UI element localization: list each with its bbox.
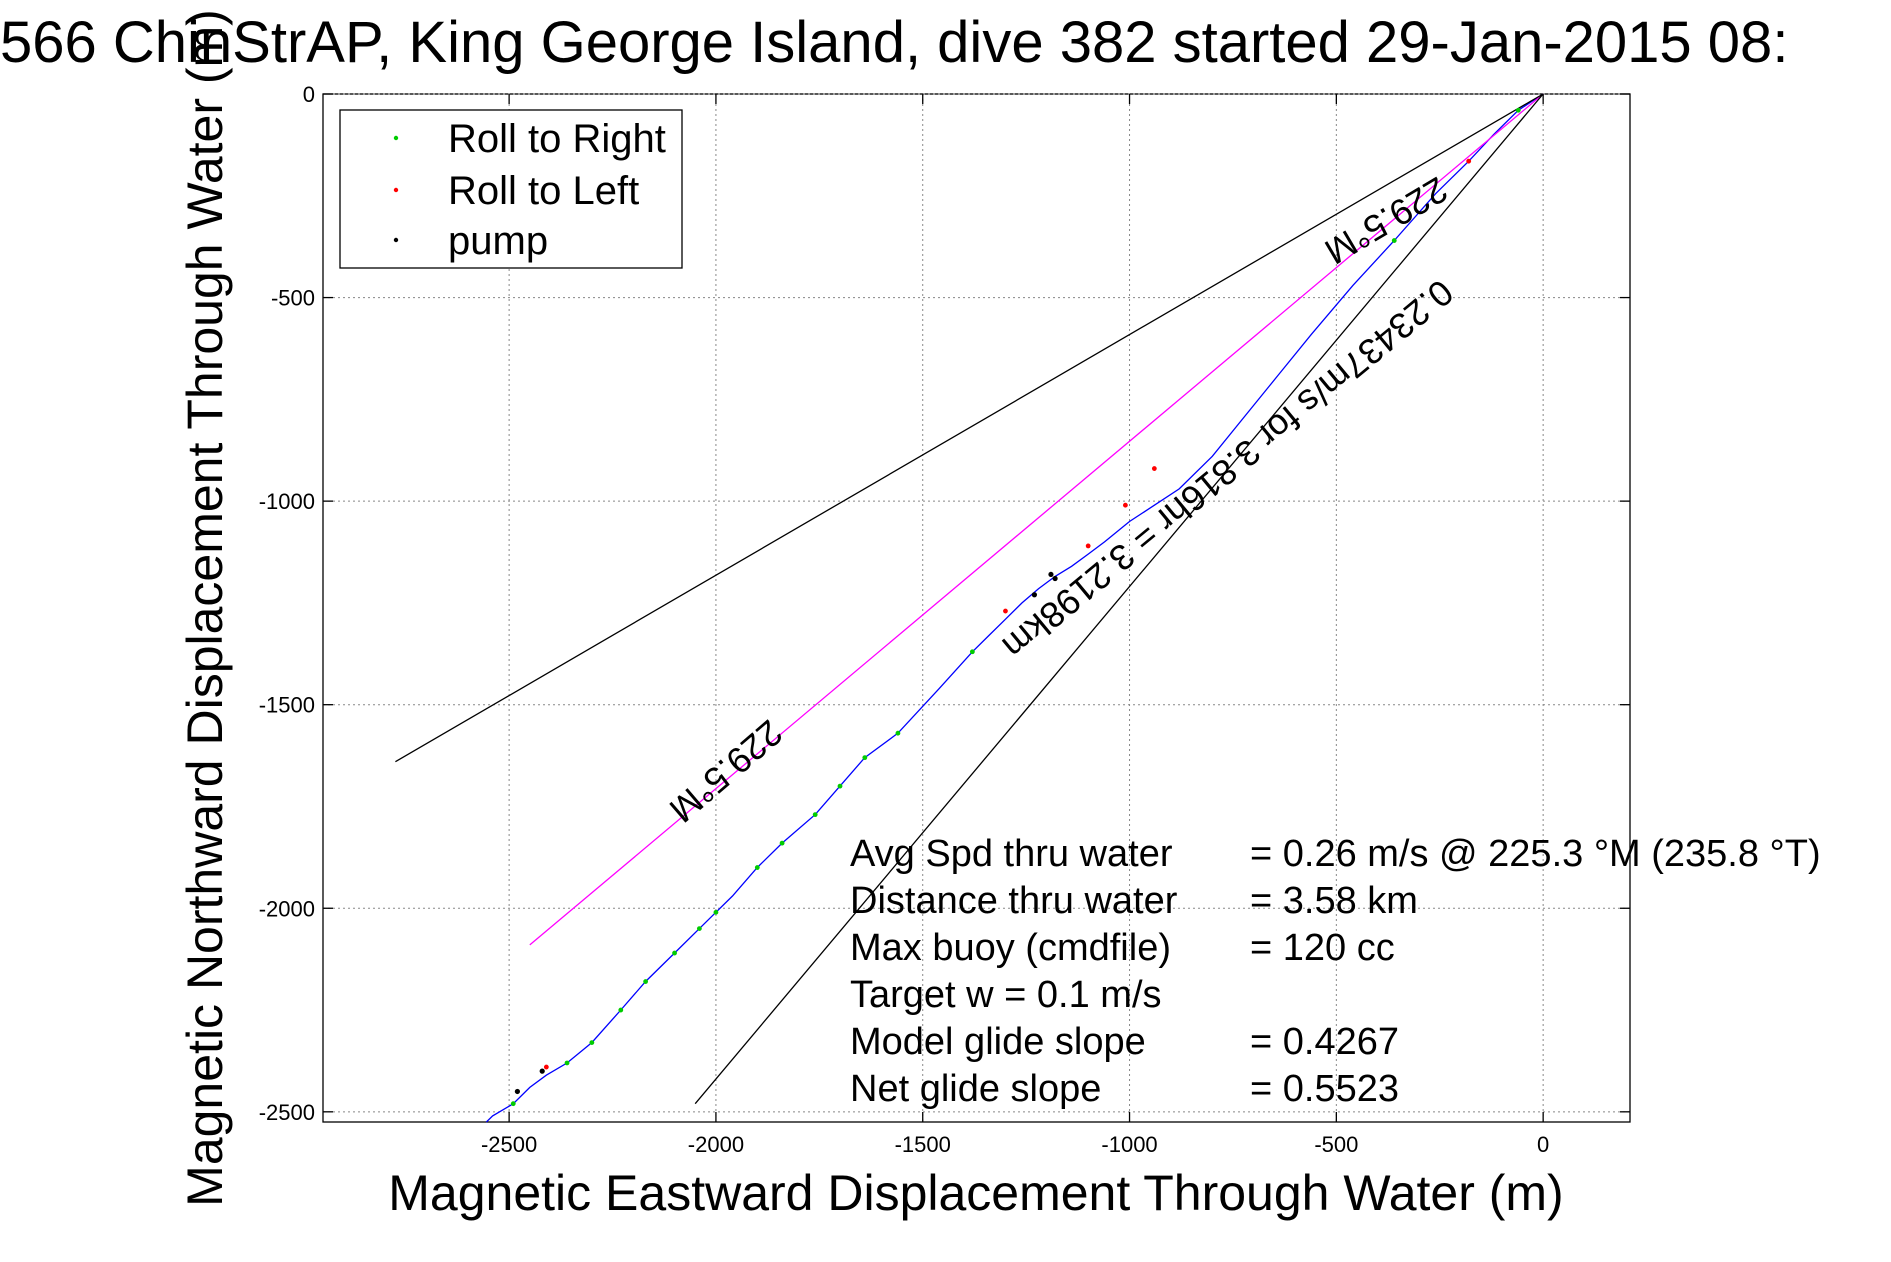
stat-distance-label: Distance thru water bbox=[850, 880, 1178, 922]
marker-layer bbox=[510, 107, 1521, 1107]
x-tick-label: -1500 bbox=[895, 1132, 951, 1157]
heading-line bbox=[529, 93, 1544, 946]
roll-right-marker bbox=[672, 950, 677, 956]
legend-label-pump: pump bbox=[448, 219, 548, 263]
pump-marker bbox=[539, 1068, 545, 1074]
stat-avg-speed-value: = 0.26 m/s @ 225.3 °M (235.8 °T) bbox=[1250, 833, 1821, 875]
pump-marker bbox=[1048, 571, 1054, 578]
roll-right-marker bbox=[812, 812, 818, 818]
roll-right-marker bbox=[1515, 107, 1521, 113]
pump-marker bbox=[1031, 592, 1038, 598]
roll-right-marker bbox=[643, 979, 649, 984]
legend: Roll to Right Roll to Left pump bbox=[339, 109, 683, 269]
y-tick-label: -2000 bbox=[259, 896, 315, 921]
roll-right-marker bbox=[754, 865, 760, 870]
roll-right-marker bbox=[969, 649, 975, 655]
legend-label-roll-right: Roll to Right bbox=[448, 117, 666, 161]
roll-left-marker bbox=[1003, 608, 1008, 614]
x-tick-label: -2500 bbox=[481, 1132, 537, 1157]
stats-annotation: Avg Spd thru water = 0.26 m/s @ 225.3 °M… bbox=[850, 833, 1821, 1110]
roll-left-marker bbox=[543, 1064, 549, 1070]
x-tick-label: -1000 bbox=[1101, 1132, 1157, 1157]
legend-marker-pump bbox=[393, 237, 399, 243]
legend-marker-roll-left bbox=[393, 187, 399, 193]
pump-marker bbox=[1052, 575, 1058, 582]
y-axis-label: Magnetic Northward Displacement Through … bbox=[177, 9, 233, 1207]
stat-max-buoy-label: Max buoy (cmdfile) bbox=[850, 927, 1171, 969]
roll-right-marker bbox=[696, 926, 702, 932]
y-tick-label: -1500 bbox=[259, 693, 315, 718]
legend-label-roll-left: Roll to Left bbox=[448, 169, 639, 213]
roll-right-marker bbox=[564, 1060, 570, 1066]
x-tick-label: -2000 bbox=[688, 1132, 744, 1157]
stat-net-glide-value: = 0.5523 bbox=[1250, 1068, 1399, 1110]
stat-distance-value: = 3.58 km bbox=[1250, 880, 1418, 922]
roll-left-marker bbox=[1085, 543, 1091, 549]
roll-right-marker bbox=[589, 1040, 595, 1046]
stat-model-glide-value: = 0.4267 bbox=[1250, 1021, 1399, 1063]
legend-marker-roll-right bbox=[393, 135, 399, 141]
y-tick-label: 0 bbox=[303, 82, 315, 107]
y-tick-label: -1000 bbox=[259, 489, 315, 514]
roll-right-marker bbox=[862, 755, 868, 761]
roll-right-marker bbox=[510, 1101, 516, 1107]
bound-line-upper bbox=[395, 93, 1544, 763]
y-tick-label: -2500 bbox=[259, 1100, 315, 1125]
chart-title: 566 ChinStrAP, King George Island, dive … bbox=[0, 10, 1788, 75]
roll-left-marker bbox=[1466, 158, 1472, 164]
stat-avg-speed-label: Avg Spd thru water bbox=[850, 833, 1173, 875]
x-tick-label: -500 bbox=[1314, 1132, 1358, 1157]
y-axis-ticks: 0 -500 -1000 -1500 -2000 -2500 bbox=[259, 82, 1630, 1125]
y-tick-label: -500 bbox=[271, 286, 315, 311]
roll-right-marker bbox=[618, 1007, 624, 1013]
roll-right-marker bbox=[1391, 238, 1397, 243]
x-axis-label: Magnetic Eastward Displacement Through W… bbox=[388, 1165, 1563, 1221]
x-axis-ticks: -2500 -2000 -1500 -1000 -500 0 bbox=[481, 94, 1549, 1157]
roll-left-marker bbox=[1122, 502, 1128, 508]
stat-target-w-label: Target w = 0.1 m/s bbox=[850, 974, 1162, 1016]
bound-line-lower bbox=[694, 93, 1544, 1105]
roll-right-marker bbox=[779, 840, 785, 846]
stat-model-glide-label: Model glide slope bbox=[850, 1021, 1146, 1063]
pump-marker bbox=[514, 1088, 520, 1095]
stat-max-buoy-value: = 120 cc bbox=[1250, 927, 1395, 969]
stat-net-glide-label: Net glide slope bbox=[850, 1068, 1101, 1110]
roll-right-marker bbox=[713, 909, 719, 915]
roll-right-marker bbox=[895, 730, 901, 736]
x-tick-label: 0 bbox=[1537, 1132, 1549, 1157]
roll-right-marker bbox=[837, 783, 843, 789]
roll-left-marker bbox=[1151, 466, 1157, 471]
